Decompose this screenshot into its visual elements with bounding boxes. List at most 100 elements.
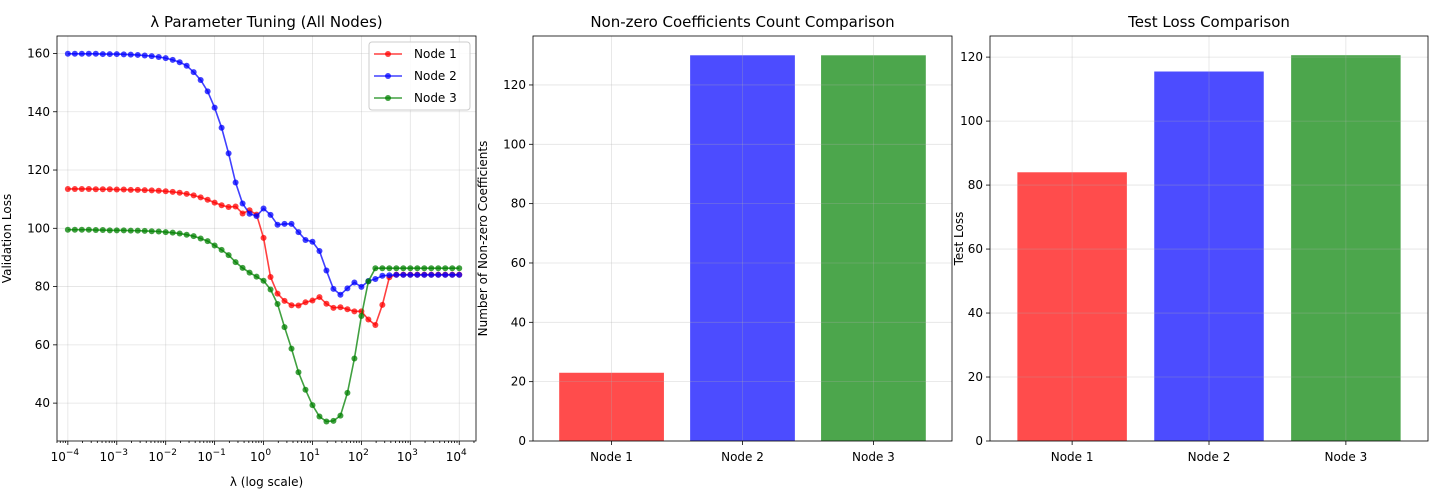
y-tick-label: 120 [960, 50, 983, 64]
data-point [106, 227, 113, 234]
x-tick-label: 10−3 [99, 448, 128, 464]
y-tick-label: 160 [27, 46, 50, 60]
y-tick-label: 100 [27, 221, 50, 235]
data-point [407, 265, 414, 272]
x-tick-label: Node 1 [1051, 450, 1094, 464]
data-point [246, 269, 253, 276]
data-point [281, 324, 288, 331]
y-tick-label: 120 [27, 163, 50, 177]
x-tick-label: 103 [397, 448, 418, 464]
y-tick-label: 100 [503, 137, 526, 151]
data-point [211, 199, 218, 206]
data-point [211, 104, 218, 111]
y-tick-label: 40 [511, 315, 526, 329]
y-tick-label: 120 [503, 78, 526, 92]
data-point [323, 267, 330, 274]
y-axis-label: Test Loss [952, 212, 966, 267]
bar-node-1 [1017, 172, 1127, 442]
data-point [302, 236, 309, 243]
data-point [365, 316, 372, 323]
data-point [344, 285, 351, 292]
data-point [162, 188, 169, 195]
line-chart-panel: 10−4 10−3 10−2 10−1 100 101 102 103 104 40 60 80 100… [0, 13, 477, 489]
x-tick-label: Node 2 [1188, 450, 1231, 464]
data-point [295, 369, 302, 376]
data-point [148, 228, 155, 235]
legend-box [368, 41, 471, 111]
legend-label: Node 2 [414, 69, 457, 83]
data-point [155, 53, 162, 60]
y-tick-label: 40 [35, 396, 50, 410]
data-point [386, 272, 393, 279]
y-tick-label: 80 [35, 280, 50, 294]
x-tick-label: Node 3 [1324, 450, 1367, 464]
data-point [141, 187, 148, 194]
data-point [225, 150, 232, 157]
data-point [351, 279, 358, 286]
y-axis-label: Number of Non-zero Coefficients [476, 141, 490, 337]
data-point [288, 345, 295, 352]
y-tick-label: 40 [968, 306, 983, 320]
data-point [85, 185, 92, 192]
data-point [190, 233, 197, 240]
data-point [393, 265, 400, 272]
data-point [288, 302, 295, 309]
data-point [71, 50, 78, 57]
data-point [204, 196, 211, 203]
data-point [351, 308, 358, 315]
data-point [274, 221, 281, 228]
data-point [316, 294, 323, 301]
data-point [99, 186, 106, 193]
data-point [141, 52, 148, 59]
data-point [449, 271, 456, 278]
data-point [218, 202, 225, 209]
legend-marker [385, 95, 391, 101]
data-point [225, 204, 232, 211]
data-point [162, 55, 169, 62]
data-point [358, 313, 365, 320]
data-point [134, 227, 141, 234]
y-tick-label: 60 [511, 256, 526, 270]
data-point [155, 187, 162, 194]
legend: Node 1 Node 2 Node 3 [368, 41, 471, 111]
data-point [295, 229, 302, 236]
y-tick-label: 20 [968, 370, 983, 384]
data-point [204, 238, 211, 245]
data-point [372, 322, 379, 329]
data-point [372, 276, 379, 282]
data-point [379, 301, 386, 308]
axes-frame [56, 35, 477, 442]
data-point [442, 271, 449, 278]
y-tick-label: 20 [511, 375, 526, 389]
data-point [92, 227, 99, 234]
x-tick-label: 10−2 [148, 448, 177, 464]
data-point [372, 265, 379, 272]
y-tick-label: 80 [511, 197, 526, 211]
bar-node-3 [1291, 55, 1401, 442]
data-point [169, 229, 176, 236]
x-tick-label: 100 [250, 448, 271, 464]
data-point [274, 290, 281, 297]
data-point [323, 300, 330, 307]
data-point [113, 186, 120, 193]
data-point [260, 205, 267, 212]
data-point [134, 186, 141, 193]
data-point [274, 301, 281, 308]
data-point [323, 418, 330, 425]
data-point [106, 51, 113, 58]
data-point [400, 265, 407, 272]
x-tick-label: 10−4 [51, 448, 80, 464]
bar-chart-panel-2: Node 1 Node 2 Node 3 0 20 40 60 80 100 120 Test Lo… [952, 13, 1429, 464]
data-point [316, 248, 323, 255]
data-point [435, 265, 442, 272]
data-point [428, 271, 435, 278]
data-point [253, 213, 260, 220]
data-point [421, 271, 428, 278]
data-point [232, 203, 239, 210]
data-point [246, 210, 253, 217]
data-point [64, 226, 71, 233]
bar-node-2 [1154, 71, 1264, 442]
data-point [435, 271, 442, 278]
data-point [414, 265, 421, 272]
